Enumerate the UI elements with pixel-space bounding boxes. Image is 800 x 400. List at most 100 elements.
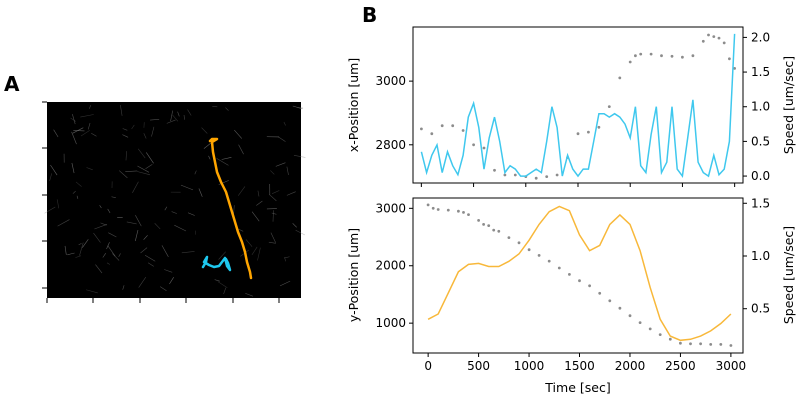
fiber [271,190,280,194]
fiber [270,170,275,175]
fiber [292,105,303,110]
fiber [137,148,146,159]
fiber [270,232,276,243]
fiber [225,107,229,111]
fiber [125,151,127,161]
fiber [216,158,229,166]
fiber [122,128,128,131]
fiber [286,191,296,196]
position-point [457,209,460,213]
position-point [451,124,455,128]
fiber [57,219,70,227]
fiber [53,129,59,138]
fiber [251,211,260,222]
x-tick-label: 1500 [564,359,595,373]
right-y-tick-label: 0.5 [751,302,770,316]
fiber [106,242,110,250]
fiber [132,181,139,193]
fiber [238,228,244,232]
position-point [597,125,601,129]
fiber [135,215,142,227]
fiber [180,184,194,191]
fiber [50,164,58,176]
fiber [169,277,174,285]
right-y-tick-label: 1.5 [751,196,770,210]
fiber [78,243,82,246]
fiber [295,229,306,236]
position-point [670,54,674,58]
position-point [555,173,559,177]
fiber [217,281,228,289]
position-point [648,327,652,331]
fiber [144,254,156,262]
fiber [238,144,244,155]
position-point [503,173,507,177]
fiber [125,170,138,172]
position-point [701,39,705,43]
position-point [426,203,430,207]
fiber [137,165,150,173]
position-point [517,241,521,245]
fiber [161,245,169,258]
fiber [137,171,151,176]
fiber [122,134,129,138]
fiber [64,245,67,255]
x-tick-label: 1000 [514,359,545,373]
fiber [140,247,148,254]
x-tick-label: 2000 [615,359,646,373]
fiber [71,162,75,174]
fiber [86,289,98,294]
fiber [107,245,116,257]
fiber [271,212,277,215]
position-point [461,129,465,132]
y-tick-label: 2000 [375,259,406,273]
position-point [598,291,602,295]
position-point [689,342,692,346]
position-point [557,266,561,270]
fiber [91,132,97,137]
fiber [143,235,148,240]
y-tick-label: 3000 [375,74,406,88]
y-tick-label: 2800 [375,138,406,152]
position-point [493,168,496,172]
position-point [722,41,726,45]
x-position-series [420,33,736,180]
position-point [709,343,713,346]
position-point [679,341,682,345]
position-point [477,219,480,222]
position-point [492,228,496,232]
fiber [120,104,123,116]
fiber [145,164,153,169]
fiber [71,131,77,145]
fiber [170,110,173,122]
y-speed-series [427,205,732,342]
position-point [628,314,632,318]
position-point [513,173,517,177]
position-point [430,132,434,136]
fiber [218,251,226,260]
y-tick-label: 3000 [375,201,406,215]
fiber [94,224,108,230]
position-point [607,105,611,108]
fiber [44,206,56,214]
position-point [681,55,684,59]
fiber [201,127,208,134]
position-point [668,337,672,341]
position-point [618,306,622,310]
fiber [76,195,79,199]
position-point [699,342,702,346]
position-point [628,60,632,64]
y-position-ticks: 0 500 1000 1500 2000 2500 3000 1000 2000 3000 0.5 1… [375,196,770,373]
fiber [108,232,117,238]
fiber [164,269,173,273]
fiber [72,190,76,194]
fiber [283,121,286,126]
position-point [420,127,423,131]
fiber [218,180,229,185]
fiber [111,196,116,198]
x-speed-ylabel: Speed [um/sec] [781,56,796,154]
fiber [237,186,246,196]
fiber [82,239,89,248]
fiber [214,279,220,282]
